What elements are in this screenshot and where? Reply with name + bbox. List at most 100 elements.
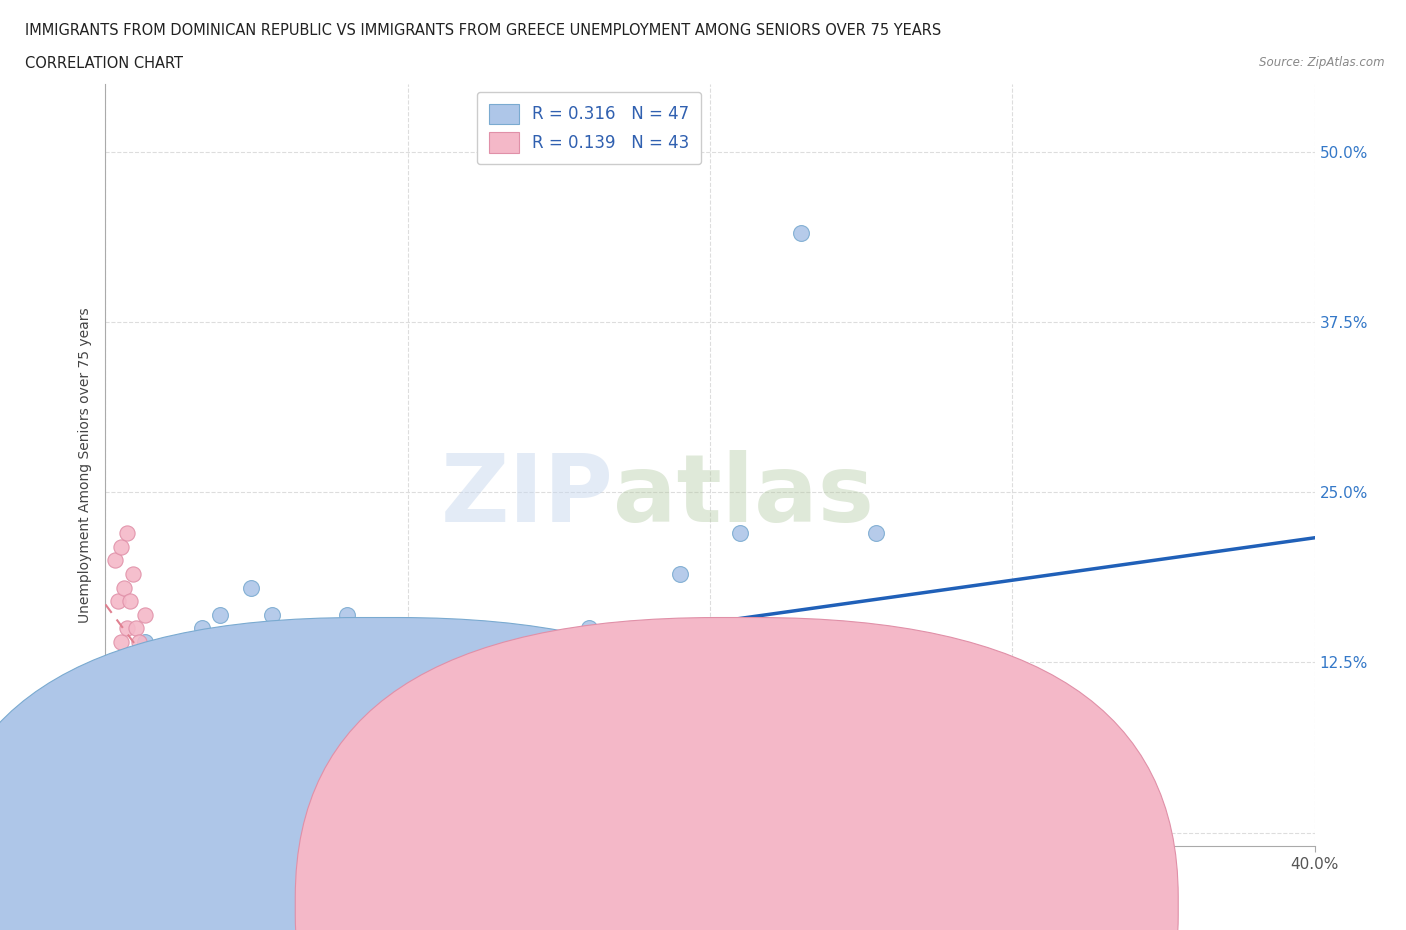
Text: atlas: atlas <box>613 449 875 541</box>
Point <box>246 784 269 799</box>
Point <box>163 716 186 731</box>
Point <box>142 703 165 718</box>
Point <box>427 757 450 772</box>
Point <box>215 771 238 786</box>
Point <box>155 648 177 663</box>
Point <box>125 662 148 677</box>
Point <box>155 757 177 772</box>
Point <box>146 730 169 745</box>
Point <box>209 607 232 622</box>
Point <box>281 662 304 677</box>
Point <box>128 689 150 704</box>
Point <box>121 675 143 690</box>
Text: CORRELATION CHART: CORRELATION CHART <box>25 56 183 71</box>
Point <box>321 689 343 704</box>
Point <box>179 648 201 663</box>
Point <box>730 525 752 540</box>
Point <box>336 607 359 622</box>
Point <box>176 703 198 718</box>
Point <box>291 621 314 636</box>
Point <box>170 662 193 677</box>
Point <box>110 716 132 731</box>
Point <box>146 716 169 731</box>
Point <box>179 703 201 718</box>
Text: Immigrants from Greece: Immigrants from Greece <box>769 898 939 913</box>
Point <box>820 784 842 799</box>
Point <box>136 675 159 690</box>
Point <box>139 716 162 731</box>
Point <box>131 730 153 745</box>
Point <box>186 744 208 759</box>
Point <box>221 675 243 690</box>
Point <box>134 634 156 649</box>
Point <box>194 716 217 731</box>
Point <box>167 648 190 663</box>
Point <box>215 689 238 704</box>
Point <box>131 648 153 663</box>
Text: Source: ZipAtlas.com: Source: ZipAtlas.com <box>1260 56 1385 69</box>
Point <box>911 634 934 649</box>
Point <box>146 675 169 690</box>
Point <box>441 730 464 745</box>
Point <box>121 566 143 581</box>
Point <box>139 703 162 718</box>
Point <box>170 689 193 704</box>
Point <box>173 730 195 745</box>
Point <box>134 607 156 622</box>
Point <box>110 634 132 649</box>
Point <box>115 525 138 540</box>
Point <box>136 703 159 718</box>
Point <box>200 689 222 704</box>
Point <box>669 566 692 581</box>
Text: ZIP: ZIP <box>440 449 613 541</box>
Point <box>231 784 253 799</box>
Point <box>157 703 180 718</box>
Point <box>118 744 141 759</box>
Point <box>366 730 388 745</box>
Point <box>186 675 208 690</box>
Point <box>160 771 183 786</box>
Point <box>352 634 374 649</box>
Point <box>118 593 141 608</box>
Point <box>160 744 183 759</box>
Point <box>107 593 129 608</box>
Point <box>125 621 148 636</box>
Point <box>488 744 510 759</box>
Legend: R = 0.316   N = 47, R = 0.139   N = 43: R = 0.316 N = 47, R = 0.139 N = 43 <box>477 92 702 165</box>
Point <box>412 716 434 731</box>
Point <box>457 757 479 772</box>
Point <box>115 689 138 704</box>
Point <box>152 730 174 745</box>
Point <box>548 634 571 649</box>
Point <box>231 634 253 649</box>
Text: IMMIGRANTS FROM DOMINICAN REPUBLIC VS IMMIGRANTS FROM GREECE UNEMPLOYMENT AMONG : IMMIGRANTS FROM DOMINICAN REPUBLIC VS IM… <box>25 23 942 38</box>
Point <box>270 634 292 649</box>
Point <box>112 580 135 595</box>
Point <box>176 634 198 649</box>
Point <box>125 703 148 718</box>
Point <box>200 662 222 677</box>
Point <box>118 648 141 663</box>
Point <box>125 662 148 677</box>
Y-axis label: Unemployment Among Seniors over 75 years: Unemployment Among Seniors over 75 years <box>79 307 93 623</box>
Point <box>128 634 150 649</box>
Point <box>381 648 404 663</box>
Point <box>246 662 269 677</box>
Point <box>155 757 177 772</box>
Point <box>110 539 132 554</box>
Point <box>149 689 172 704</box>
Point <box>191 621 214 636</box>
Point <box>239 580 262 595</box>
Point <box>149 744 172 759</box>
Point <box>790 226 813 241</box>
Point <box>191 648 214 663</box>
Point <box>115 621 138 636</box>
Point <box>396 716 419 731</box>
Point <box>865 525 887 540</box>
Point <box>759 784 782 799</box>
Point <box>170 716 193 731</box>
Point <box>142 730 165 745</box>
Point <box>307 634 329 649</box>
Text: Immigrants from Dominican Republic: Immigrants from Dominican Republic <box>411 898 669 913</box>
Point <box>103 553 125 568</box>
